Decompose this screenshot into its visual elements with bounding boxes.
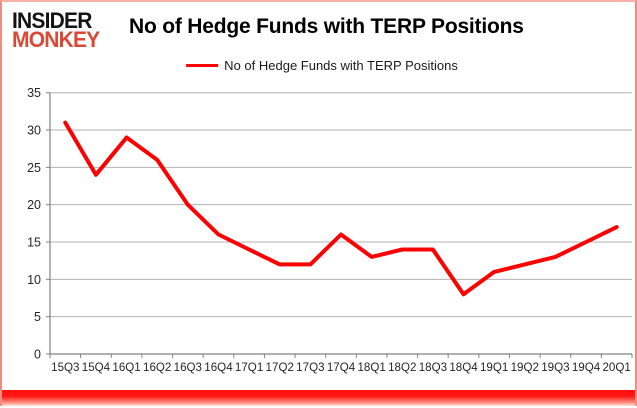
y-tick-label: 20 [27, 198, 41, 212]
y-tick-label: 15 [27, 236, 41, 250]
legend-line-swatch [186, 64, 219, 67]
x-tick-label: 18Q4 [449, 361, 478, 374]
x-tick-label: 16Q3 [174, 361, 202, 374]
data-line-series [63, 120, 619, 297]
logo-line-insider: INSIDER [12, 8, 92, 34]
x-tick-label: 18Q1 [357, 361, 385, 374]
x-tick-label: 17Q1 [235, 361, 263, 374]
x-tick-label: 18Q3 [419, 361, 447, 374]
x-tick-label: 19Q4 [572, 361, 601, 374]
x-tick-label: 16Q4 [204, 361, 233, 374]
legend-label: No of Hedge Funds with TERP Positions [224, 58, 458, 73]
x-tick-label: 16Q2 [143, 361, 171, 374]
y-tick-label: 30 [27, 124, 41, 138]
x-tick-label: 19Q2 [511, 361, 539, 374]
bottom-red-bar [2, 390, 635, 406]
chart-title: No of Hedge Funds with TERP Positions [129, 15, 524, 38]
y-tick-label: 5 [34, 310, 41, 324]
x-tick-label: 19Q3 [541, 361, 569, 374]
chart-legend: No of Hedge Funds with TERP Positions [186, 58, 458, 73]
y-tick-label: 35 [27, 86, 41, 100]
x-tick-label: 15Q4 [82, 361, 111, 374]
x-tick-label: 17Q3 [296, 361, 324, 374]
x-tick-label: 16Q1 [112, 361, 140, 374]
x-tick-label: 17Q4 [327, 361, 356, 374]
x-tick-label: 18Q2 [388, 361, 416, 374]
y-tick-label: 10 [27, 273, 41, 287]
insider-monkey-logo: INSIDER MONKEY [12, 8, 100, 52]
x-tick-label: 19Q1 [480, 361, 508, 374]
x-tick-label: 15Q3 [51, 361, 79, 374]
x-tick-label: 17Q2 [266, 361, 294, 374]
logo-line-monkey: MONKEY [12, 27, 100, 52]
x-tick-label: 20Q1 [602, 361, 630, 374]
y-tick-label: 0 [34, 348, 41, 362]
y-tick-label: 25 [27, 161, 41, 175]
